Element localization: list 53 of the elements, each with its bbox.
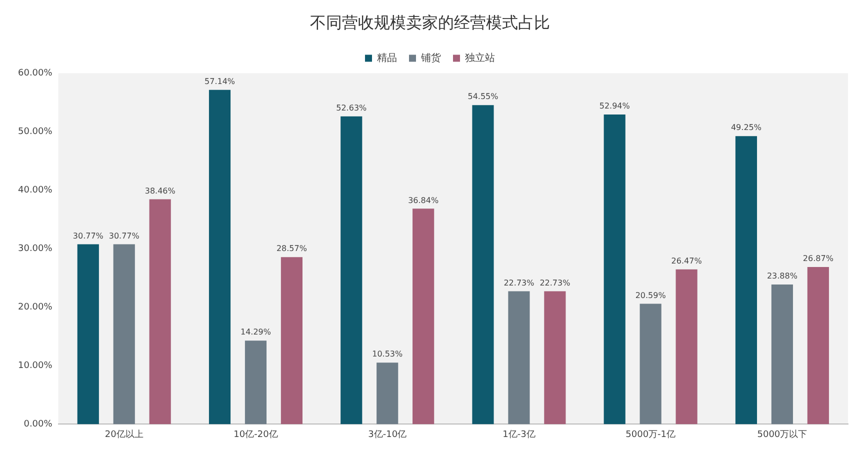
- x-tick-label: 5000万-1亿: [626, 428, 676, 440]
- bar: [280, 257, 303, 424]
- bar: [244, 340, 267, 424]
- chart-title: 不同营收规模卖家的经营模式占比: [310, 12, 550, 32]
- data-label: 49.25%: [730, 123, 762, 132]
- bar: [640, 304, 662, 424]
- data-label: 36.84%: [408, 196, 439, 205]
- x-tick-label: 5000万以下: [757, 428, 808, 440]
- data-label: 30.77%: [108, 231, 140, 240]
- y-tick-label: 0.00%: [24, 420, 53, 430]
- data-label: 57.14%: [204, 77, 236, 86]
- data-label: 14.29%: [240, 328, 272, 337]
- y-tick-label: 10.00%: [18, 361, 53, 372]
- data-label: 22.73%: [504, 278, 535, 288]
- y-tick-label: 20.00%: [18, 302, 53, 313]
- bar: [508, 291, 530, 424]
- x-tick-label: 10亿-20亿: [234, 428, 278, 440]
- data-label: 20.59%: [635, 290, 666, 300]
- bar: [676, 269, 698, 424]
- bar: [113, 244, 135, 424]
- data-label: 52.63%: [336, 103, 368, 112]
- data-label: 26.87%: [802, 254, 834, 264]
- bar: [807, 267, 829, 424]
- bar: [412, 208, 434, 424]
- legend-label: 独立站: [465, 52, 495, 64]
- bar: [208, 90, 231, 424]
- data-label: 26.47%: [671, 256, 702, 266]
- data-label: 10.53%: [372, 350, 403, 359]
- bar: [376, 362, 398, 424]
- x-tick-label: 1亿-3亿: [502, 428, 536, 440]
- data-label: 28.57%: [276, 244, 308, 254]
- bar: [544, 291, 566, 424]
- x-tick-label: 3亿-10亿: [368, 428, 407, 440]
- bar: [340, 116, 362, 424]
- y-tick-label: 30.00%: [18, 244, 53, 254]
- data-label: 22.73%: [540, 278, 571, 288]
- bar: [735, 136, 758, 424]
- legend-label: 铺货: [420, 52, 441, 64]
- data-label: 52.94%: [599, 102, 630, 111]
- data-label: 38.46%: [144, 186, 176, 196]
- bar: [472, 105, 494, 424]
- y-tick-label: 60.00%: [18, 68, 53, 79]
- data-label: 23.88%: [766, 272, 798, 281]
- data-label: 30.77%: [72, 231, 104, 240]
- bar: [604, 114, 626, 424]
- data-label: 54.55%: [468, 92, 499, 102]
- bar: [149, 199, 171, 424]
- legend-label: 精品: [377, 52, 397, 64]
- bar: [771, 284, 793, 424]
- y-tick-label: 50.00%: [18, 127, 53, 138]
- bar: [77, 244, 99, 424]
- y-tick-label: 40.00%: [18, 186, 53, 196]
- x-tick-label: 20亿以上: [104, 428, 144, 440]
